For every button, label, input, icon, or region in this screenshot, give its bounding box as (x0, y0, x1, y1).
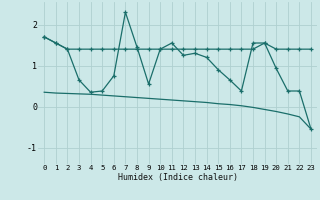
X-axis label: Humidex (Indice chaleur): Humidex (Indice chaleur) (118, 173, 238, 182)
